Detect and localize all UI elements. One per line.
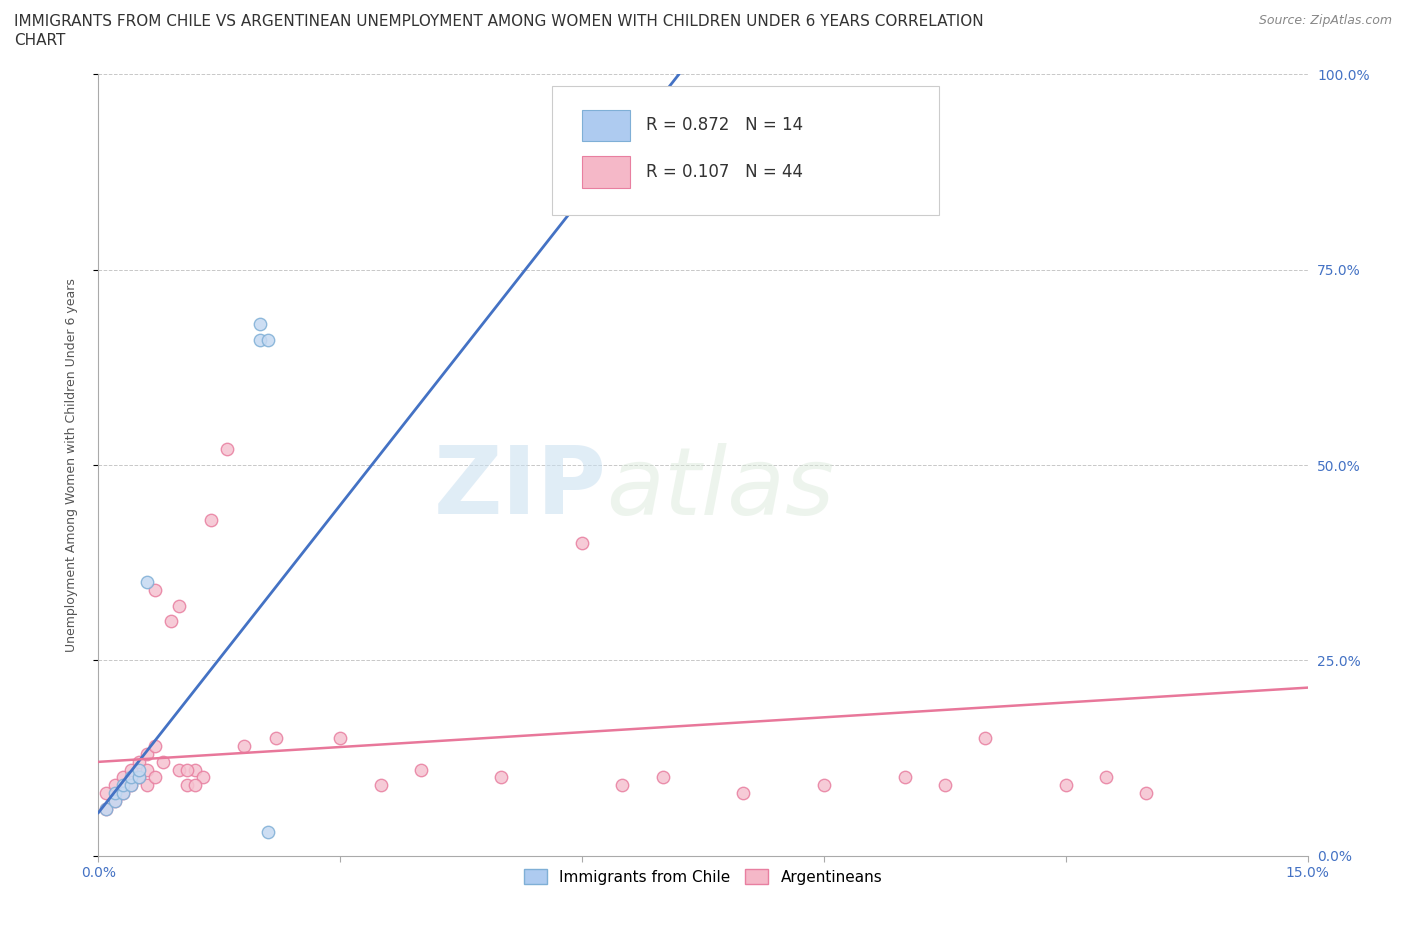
- Point: [111, 786, 134, 801]
- Point: [135, 777, 157, 792]
- Point: [167, 598, 190, 613]
- Legend: Immigrants from Chile, Argentineans: Immigrants from Chile, Argentineans: [517, 863, 889, 891]
- Point: [1095, 770, 1118, 785]
- Point: [733, 786, 755, 801]
- Point: [184, 777, 207, 792]
- Point: [200, 512, 222, 527]
- Point: [103, 793, 125, 808]
- FancyBboxPatch shape: [551, 86, 939, 215]
- Point: [571, 536, 593, 551]
- Text: ZIP: ZIP: [433, 443, 606, 535]
- Point: [111, 777, 134, 792]
- Point: [128, 754, 150, 769]
- Point: [167, 763, 190, 777]
- Point: [1054, 777, 1077, 792]
- Point: [893, 770, 915, 785]
- Point: [103, 786, 125, 801]
- Point: [152, 754, 174, 769]
- Point: [135, 763, 157, 777]
- Point: [249, 317, 271, 332]
- Point: [103, 793, 125, 808]
- Point: [256, 825, 278, 840]
- Point: [160, 614, 183, 629]
- Point: [103, 777, 125, 792]
- Point: [135, 747, 157, 762]
- Point: [176, 777, 198, 792]
- Point: [120, 777, 142, 792]
- Point: [264, 731, 287, 746]
- Point: [111, 770, 134, 785]
- Point: [111, 786, 134, 801]
- Point: [176, 763, 198, 777]
- Text: R = 0.872   N = 14: R = 0.872 N = 14: [647, 116, 803, 134]
- Point: [232, 738, 254, 753]
- Point: [128, 763, 150, 777]
- Point: [96, 786, 118, 801]
- Point: [143, 582, 166, 597]
- Point: [120, 777, 142, 792]
- Point: [217, 442, 239, 457]
- Point: [184, 763, 207, 777]
- Point: [120, 763, 142, 777]
- Bar: [582, 110, 630, 140]
- Point: [329, 731, 352, 746]
- Bar: [582, 156, 630, 188]
- Text: R = 0.107   N = 44: R = 0.107 N = 44: [647, 163, 803, 181]
- Y-axis label: Unemployment Among Women with Children Under 6 years: Unemployment Among Women with Children U…: [65, 278, 77, 652]
- Text: IMMIGRANTS FROM CHILE VS ARGENTINEAN UNEMPLOYMENT AMONG WOMEN WITH CHILDREN UNDE: IMMIGRANTS FROM CHILE VS ARGENTINEAN UNE…: [14, 14, 984, 29]
- Point: [491, 770, 513, 785]
- Text: CHART: CHART: [14, 33, 66, 47]
- Point: [256, 333, 278, 348]
- Point: [249, 333, 271, 348]
- Point: [120, 770, 142, 785]
- Point: [143, 770, 166, 785]
- Text: atlas: atlas: [606, 443, 835, 534]
- Point: [135, 575, 157, 590]
- Text: Source: ZipAtlas.com: Source: ZipAtlas.com: [1258, 14, 1392, 27]
- Point: [193, 770, 215, 785]
- Point: [128, 770, 150, 785]
- Point: [96, 802, 118, 817]
- Point: [651, 770, 673, 785]
- Point: [409, 763, 432, 777]
- Point: [370, 777, 392, 792]
- Point: [1135, 786, 1157, 801]
- Point: [143, 738, 166, 753]
- Point: [96, 802, 118, 817]
- Point: [974, 731, 997, 746]
- Point: [934, 777, 956, 792]
- Point: [612, 777, 634, 792]
- Point: [128, 770, 150, 785]
- Point: [813, 777, 835, 792]
